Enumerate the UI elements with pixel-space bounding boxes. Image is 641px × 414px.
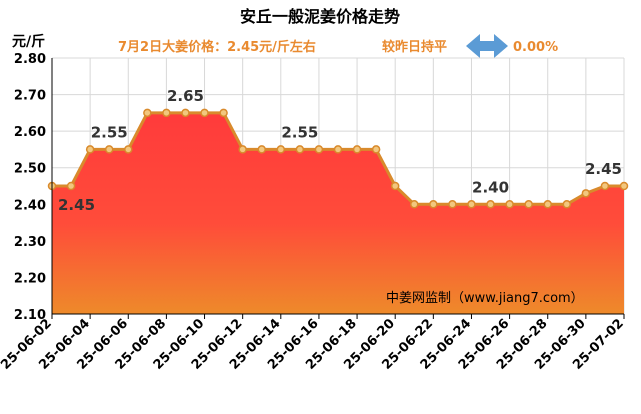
data-point [314, 145, 324, 154]
price-area [52, 112, 624, 315]
data-point [124, 145, 133, 154]
data-point [295, 145, 305, 154]
y-tick-label: 2.50 [14, 162, 46, 177]
data-point [219, 108, 228, 118]
value-label: 2.55 [91, 123, 128, 141]
data-point [524, 200, 533, 209]
watermark: 中姜网监制（www.jiang7.com） [386, 291, 584, 306]
data-point [85, 145, 95, 154]
y-tick-label: 2.20 [14, 271, 46, 286]
data-point [66, 181, 76, 191]
data-point [448, 200, 457, 209]
double-arrow-icon [466, 34, 508, 58]
data-point [162, 108, 171, 118]
y-tick-label: 2.30 [14, 235, 46, 250]
percent-text: 0.00% [513, 40, 558, 55]
data-point [486, 200, 495, 209]
data-point [543, 200, 552, 209]
value-label: 2.65 [167, 87, 204, 105]
x-tick-labels: 25-06-0225-06-0425-06-0625-06-0825-06-10… [0, 316, 627, 373]
y-tick-labels: 2.10 2.20 2.30 2.40 2.50 2.60 2.70 2.80 [14, 52, 46, 323]
data-point [200, 108, 209, 118]
data-point [276, 145, 286, 154]
y-axis-unit: 元/斤 [12, 33, 45, 50]
data-point [352, 145, 362, 154]
data-point [581, 189, 591, 198]
data-point [333, 145, 343, 154]
value-annotations: 2.45 2.55 2.65 2.55 2.40 2.45 [58, 87, 622, 214]
data-point [562, 200, 572, 209]
data-point [600, 181, 610, 191]
value-label: 2.45 [58, 196, 95, 214]
data-point [104, 145, 114, 154]
data-point [390, 181, 400, 191]
chart-title: 安丘一般泥姜价格走势 [240, 7, 400, 26]
y-tick-label: 2.10 [14, 308, 46, 323]
y-tick-label: 2.40 [14, 198, 46, 213]
value-label: 2.40 [472, 178, 509, 196]
data-point [429, 200, 438, 209]
value-label: 2.45 [585, 160, 622, 178]
data-point [410, 200, 419, 209]
data-point [238, 145, 247, 154]
y-tick-label: 2.80 [14, 52, 46, 67]
data-point [505, 200, 514, 209]
data-point [257, 145, 266, 154]
data-point [181, 108, 190, 118]
y-tick-label: 2.60 [14, 125, 46, 140]
change-text: 较昨日持平 [382, 39, 447, 55]
data-point [467, 200, 476, 209]
y-tick-label: 2.70 [14, 89, 46, 104]
axes [51, 58, 625, 319]
price-info-text: 7月2日大姜价格：2.45元/斤左右 [118, 39, 316, 55]
data-markers [47, 108, 629, 209]
data-point [619, 181, 629, 191]
value-label: 2.55 [281, 123, 318, 141]
data-point [143, 108, 152, 118]
data-point [371, 145, 381, 154]
